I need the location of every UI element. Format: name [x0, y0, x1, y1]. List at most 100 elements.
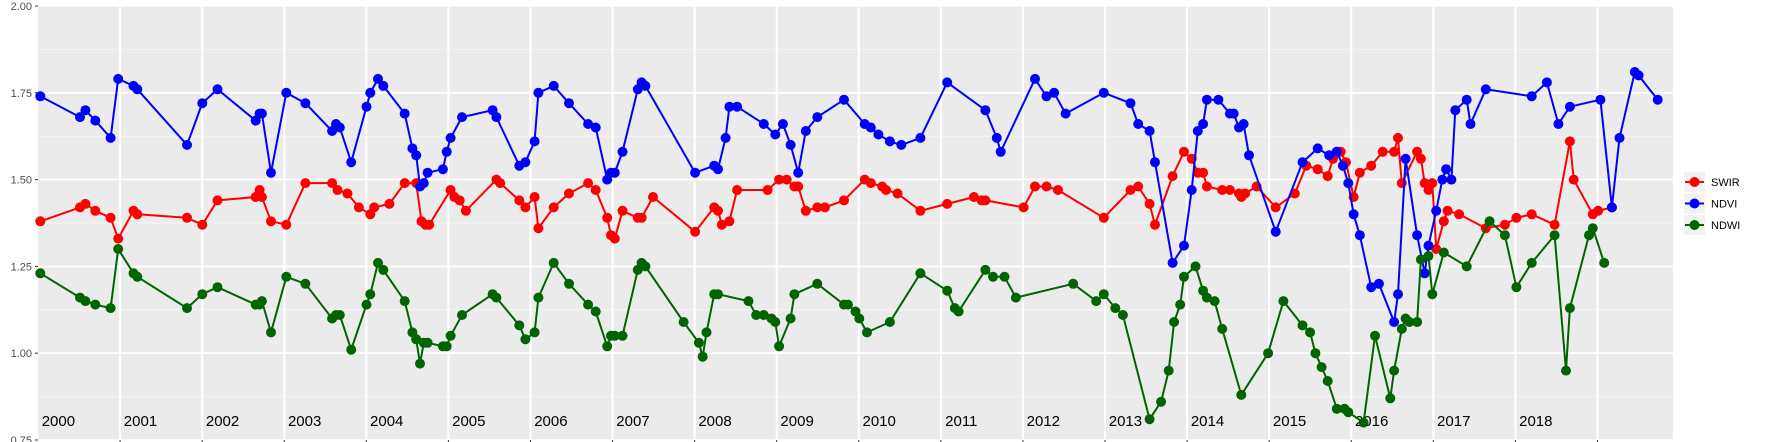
ndvi-point	[732, 101, 743, 112]
ndvi-point	[334, 122, 345, 133]
ndvi-point	[113, 73, 124, 84]
year-label: 2017	[1437, 413, 1470, 430]
ndwi-point	[441, 341, 452, 352]
ndvi-point	[441, 146, 452, 157]
swir-point	[1568, 174, 1579, 185]
swir-point	[1224, 185, 1235, 195]
ndvi-point	[1238, 119, 1249, 129]
ndvi-point	[1400, 153, 1411, 164]
swir-point	[1511, 212, 1522, 223]
ndvi-legend-label: NDVI	[1711, 199, 1737, 211]
swir-legend-key-point	[1689, 177, 1700, 187]
y-tick-label: 2.00	[11, 1, 32, 13]
swir-point	[774, 174, 785, 185]
year-label: 2015	[1273, 413, 1306, 430]
ndvi-point	[346, 157, 357, 168]
ndvi-point	[1633, 70, 1644, 81]
swir-point	[212, 195, 223, 206]
ndwi-point	[132, 271, 143, 282]
swir-point	[583, 178, 594, 189]
swir-point	[1564, 136, 1575, 147]
y-tick-label: 1.25	[11, 261, 32, 273]
ndwi-point	[980, 264, 991, 275]
ndwi-point	[1010, 292, 1021, 303]
swir-point	[1377, 146, 1388, 157]
ndwi-point	[1144, 414, 1155, 425]
ndwi-point	[999, 271, 1010, 282]
ndwi-point	[751, 310, 762, 320]
ndwi-point	[697, 351, 708, 362]
swir-point	[300, 178, 311, 189]
ndvi-point	[942, 77, 953, 88]
swir-point	[1179, 146, 1189, 157]
swir-point	[1393, 132, 1403, 143]
ndvi-point	[1343, 178, 1354, 189]
series-layer	[35, 67, 1663, 428]
ndvi-point	[865, 122, 876, 133]
ndwi-point	[789, 289, 800, 300]
ndvi-point	[583, 119, 594, 129]
ndwi-point	[942, 285, 953, 296]
ndwi-point	[862, 327, 872, 338]
ndwi-point	[197, 289, 208, 300]
swir-point	[942, 198, 953, 209]
ndwi-point	[491, 292, 502, 303]
ndvi-point	[491, 112, 502, 123]
ndwi-point	[411, 334, 422, 345]
swir-point	[1499, 219, 1510, 230]
ndwi-point	[548, 257, 559, 268]
swir-point	[460, 205, 471, 216]
year-label: 2007	[616, 413, 649, 430]
year-label: 2014	[1191, 413, 1224, 430]
ndwi-point	[365, 289, 376, 300]
ndwi-point	[713, 289, 723, 300]
ndwi-point	[457, 310, 467, 320]
ndwi-point	[1190, 261, 1201, 272]
ndwi-point	[1068, 278, 1079, 289]
ndvi-point	[1060, 108, 1071, 119]
year-label: 2009	[780, 413, 813, 430]
ndwi-point	[1263, 348, 1274, 359]
swir-point	[602, 212, 613, 223]
ndwi-point	[812, 278, 823, 289]
ndwi-point	[640, 261, 651, 272]
ndwi-point	[988, 271, 998, 282]
ndvi-point	[617, 146, 628, 157]
year-label: 2012	[1027, 413, 1060, 430]
y-tick-label: 1.75	[11, 88, 32, 100]
ndwi-point	[1389, 365, 1400, 376]
swir-point	[1354, 167, 1365, 178]
legend: SWIR NDVI NDWI	[1684, 172, 1740, 235]
swir-point	[1366, 160, 1377, 171]
ndwi-point	[1438, 247, 1449, 258]
ndvi-point	[1270, 226, 1281, 237]
ndwi-point	[743, 296, 754, 307]
ndvi-point	[212, 84, 223, 95]
swir-point	[716, 219, 727, 230]
ndvi-point	[1450, 105, 1461, 116]
ndwi-point	[90, 299, 101, 310]
swir-point	[713, 205, 723, 216]
ndwi-point	[533, 292, 544, 303]
swir-point	[548, 202, 559, 213]
ndvi-point	[520, 157, 531, 168]
ndwi-point	[1358, 417, 1369, 428]
ndvi-point	[1244, 150, 1254, 161]
ndvi-point	[300, 98, 311, 109]
swir-point	[1312, 164, 1323, 175]
ndwi-point	[378, 264, 389, 275]
ndwi-point	[1236, 389, 1247, 400]
ndwi-point	[770, 317, 781, 327]
swir-point	[1167, 171, 1178, 182]
ndvi-point	[1324, 150, 1335, 161]
ndwi-point	[1156, 396, 1167, 407]
year-label: 2018	[1519, 413, 1552, 430]
ndvi-point	[75, 112, 85, 123]
swir-point	[266, 216, 276, 227]
year-label: 2003	[288, 413, 321, 430]
swir-point	[839, 195, 849, 206]
ndwi-point	[1415, 254, 1426, 265]
ndwi-point	[300, 278, 311, 289]
ndwi-point	[266, 327, 276, 338]
